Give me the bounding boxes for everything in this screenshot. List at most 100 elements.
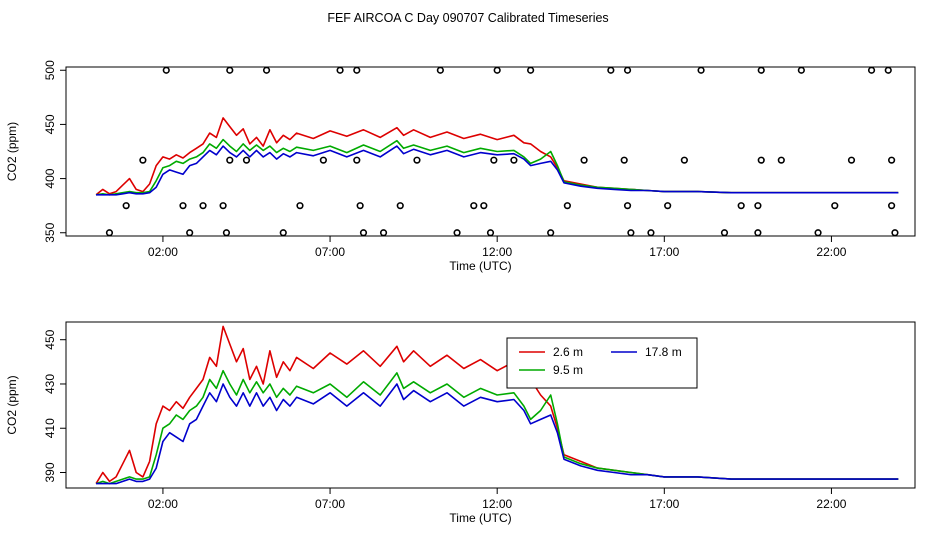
y-tick-label: 430 [43,374,57,394]
data-point-marker [623,202,632,210]
data-point-marker [219,202,227,210]
data-point-marker [884,66,892,74]
plot-frame [65,321,916,489]
x-axis-label: Time (UTC) [449,511,511,525]
data-point-marker [436,66,444,74]
data-point-marker [680,156,688,164]
data-point-marker [186,229,194,237]
data-point-marker [379,229,388,237]
figure-title: FEF AIRCOA C Day 090707 Calibrated Times… [327,11,608,25]
x-tick-label: 17:00 [649,245,679,259]
data-point-marker [359,229,368,237]
legend-label: 2.6 m [553,345,583,359]
series-line-1 [95,138,899,196]
y-axis-label: CO2 (ppm) [5,375,19,434]
legend-label: 17.8 m [645,345,682,359]
data-point-marker [353,66,361,74]
data-point-marker [139,156,147,164]
series-line-1 [95,369,899,485]
y-tick-label: 400 [43,168,57,188]
series-line-0 [95,117,899,196]
data-point-marker [226,66,234,74]
data-point-marker [777,156,785,164]
y-tick-label: 450 [43,329,57,349]
data-point-marker [453,229,461,237]
x-tick-label: 12:00 [482,245,512,259]
data-point-marker [162,66,170,74]
x-tick-label: 02:00 [148,245,178,259]
data-point-marker [888,202,896,210]
x-axis-label: Time (UTC) [449,259,511,273]
data-point-marker [847,156,856,164]
legend: 2.6 m 9.5 m 17.8 m [506,337,698,389]
data-point-marker [720,229,729,237]
series-line-2 [96,145,899,196]
data-point-marker [623,66,632,74]
x-tick-label: 17:00 [649,497,679,511]
data-point-marker [627,229,635,237]
x-tick-label: 22:00 [816,245,846,259]
x-tick-label: 22:00 [816,497,846,511]
data-point-marker [336,66,344,74]
data-point-marker [356,202,364,210]
x-tick-label: 12:00 [482,497,512,511]
x-tick-label: 07:00 [315,497,345,511]
data-point-marker [754,202,762,210]
data-point-marker [527,66,535,74]
x-tick-label: 02:00 [148,497,178,511]
data-point-marker [105,229,114,237]
series-line-2 [96,383,899,485]
data-point-marker [580,156,588,164]
data-point-marker [296,202,304,210]
data-point-marker [757,156,765,164]
data-point-marker [353,156,361,164]
y-tick-label: 410 [43,418,57,438]
legend-box [506,337,698,389]
top-panel: 02:00 07:00 12:00 17:00 22:00 350 400 450 500 Tim… [5,60,916,273]
data-point-marker [319,156,327,164]
data-point-marker [262,66,271,74]
data-point-marker [888,156,896,164]
data-point-marker [279,229,287,237]
y-tick-label: 500 [43,60,57,80]
data-point-marker [891,229,899,237]
data-point-marker [480,202,488,210]
data-point-marker [607,66,615,74]
data-point-marker [547,229,555,237]
y-tick-label: 350 [43,222,57,242]
data-point-marker [226,156,234,164]
data-point-marker [413,156,421,164]
bottom-panel: 02:00 07:00 12:00 17:00 22:00 390 410 430 450 Tim… [5,321,916,525]
data-point-marker [490,156,498,164]
data-point-marker [493,66,501,74]
data-point-marker [757,66,765,74]
data-point-marker [510,156,518,164]
series-line-0 [95,325,899,485]
data-point-marker [620,156,628,164]
y-tick-label: 450 [43,114,57,134]
data-point-marker [647,229,655,237]
data-point-marker [867,66,876,74]
data-point-marker [737,202,745,210]
data-point-marker [697,66,705,74]
y-tick-label: 390 [43,462,57,482]
data-point-marker [199,202,207,210]
data-point-marker [470,202,478,210]
data-point-marker [563,202,571,210]
data-point-marker [122,202,130,210]
data-point-marker [242,156,251,164]
data-point-marker [222,229,231,237]
data-point-marker [814,229,822,237]
y-axis-label: CO2 (ppm) [5,122,19,181]
data-point-marker [831,202,839,210]
legend-label: 9.5 m [553,363,583,377]
data-point-marker [486,229,495,237]
x-tick-label: 07:00 [315,245,345,259]
data-point-marker [664,202,672,210]
data-point-marker [179,202,187,210]
plot-frame [65,66,916,237]
data-point-marker [396,202,404,210]
data-point-marker [754,229,762,237]
data-point-marker [797,66,805,74]
